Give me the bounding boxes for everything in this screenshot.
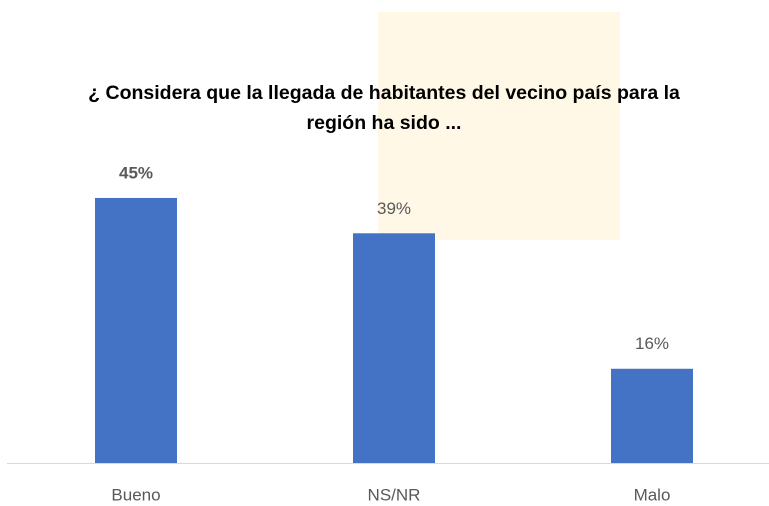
x-tick-label: NS/NR	[368, 485, 421, 504]
highlight-box	[378, 12, 620, 240]
value-label: 39%	[377, 199, 411, 218]
x-tick-label: Malo	[634, 485, 671, 504]
value-label: 16%	[635, 334, 669, 353]
x-tick-label: Bueno	[111, 485, 160, 504]
bar	[611, 368, 693, 463]
value-label: 45%	[119, 163, 153, 182]
bar	[353, 233, 435, 463]
chart-title: ¿ Considera que la llegada de habitantes…	[88, 82, 680, 134]
bar	[95, 197, 177, 463]
